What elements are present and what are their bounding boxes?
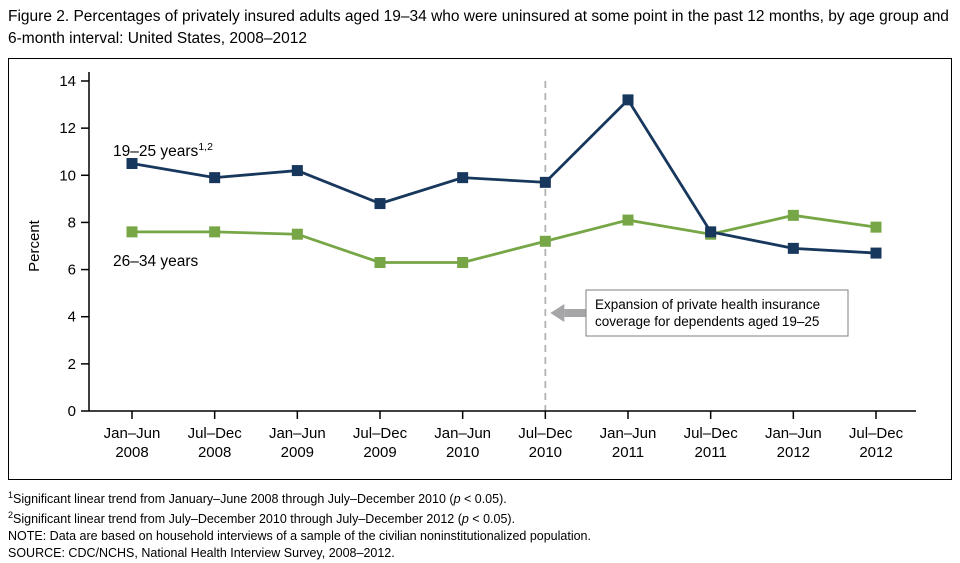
source-line: SOURCE: CDC/NCHS, National Health Interv… xyxy=(8,546,395,561)
svg-text:Jan–Jun: Jan–Jun xyxy=(765,425,822,442)
chart-container: 0 2 4 6 8 10 12 14 Percent Jan–Jun 2008 Jul–Dec 2008… xyxy=(8,58,952,481)
footnotes: 1Significant linear trend from January–J… xyxy=(8,489,952,562)
svg-text:2011: 2011 xyxy=(612,444,644,461)
svg-text:0: 0 xyxy=(68,403,76,420)
svg-text:Jul–Dec: Jul–Dec xyxy=(684,425,739,442)
svg-text:Expansion of private health in: Expansion of private health insurance xyxy=(595,297,820,312)
footnote-2-pvar: p xyxy=(461,511,469,526)
svg-text:2008: 2008 xyxy=(198,444,231,461)
svg-text:19–25 years1,2: 19–25 years1,2 xyxy=(113,141,213,160)
svg-text:2010: 2010 xyxy=(529,444,562,461)
svg-text:coverage for dependents aged 1: coverage for dependents aged 19–25 xyxy=(595,314,819,329)
svg-text:8: 8 xyxy=(68,215,76,232)
footnote-1-tail: < 0.05). xyxy=(460,492,507,507)
footnote-2: 2Significant linear trend from July–Dece… xyxy=(8,509,952,528)
footnote-2-tail: < 0.05). xyxy=(468,511,516,526)
footnote-2-marker: 2 xyxy=(8,509,14,520)
svg-text:2011: 2011 xyxy=(695,444,727,461)
svg-text:6: 6 xyxy=(68,262,76,279)
svg-text:10: 10 xyxy=(59,168,76,185)
footnote-1-text: Significant linear trend from January–Ju… xyxy=(13,492,454,507)
footnote-1: 1Significant linear trend from January–J… xyxy=(8,489,952,508)
note-line: NOTE: Data are based on household interv… xyxy=(8,529,591,544)
svg-text:2012: 2012 xyxy=(859,444,892,461)
svg-text:Jan–Jun: Jan–Jun xyxy=(600,425,657,442)
svg-text:Jan–Jun: Jan–Jun xyxy=(269,425,326,442)
svg-text:26–34 years: 26–34 years xyxy=(113,253,199,270)
svg-text:2008: 2008 xyxy=(115,444,148,461)
footnote-1-marker: 1 xyxy=(8,490,14,501)
svg-text:Jul–Dec: Jul–Dec xyxy=(353,425,408,442)
svg-text:2009: 2009 xyxy=(363,444,396,461)
svg-text:2009: 2009 xyxy=(281,444,314,461)
figure-title: Figure 2. Percentages of privately insur… xyxy=(8,8,949,47)
svg-text:14: 14 xyxy=(59,73,76,90)
svg-text:4: 4 xyxy=(68,309,76,326)
line-chart: 0 2 4 6 8 10 12 14 Percent Jan–Jun 2008 Jul–Dec 2008… xyxy=(26,72,916,461)
svg-text:Jan–Jun: Jan–Jun xyxy=(104,425,161,442)
svg-text:Jul–Dec: Jul–Dec xyxy=(188,425,243,442)
svg-text:Jan–Jun: Jan–Jun xyxy=(434,425,491,442)
footnote-1-pvar: p xyxy=(453,492,461,507)
footnote-2-text: Significant linear trend from July–Decem… xyxy=(13,511,462,526)
svg-text:2: 2 xyxy=(68,356,76,373)
svg-text:12: 12 xyxy=(59,121,76,138)
svg-text:Percent: Percent xyxy=(26,220,43,273)
svg-text:Jul–Dec: Jul–Dec xyxy=(518,425,573,442)
svg-text:2012: 2012 xyxy=(777,444,810,461)
svg-text:2010: 2010 xyxy=(446,444,479,461)
svg-text:Jul–Dec: Jul–Dec xyxy=(849,425,904,442)
